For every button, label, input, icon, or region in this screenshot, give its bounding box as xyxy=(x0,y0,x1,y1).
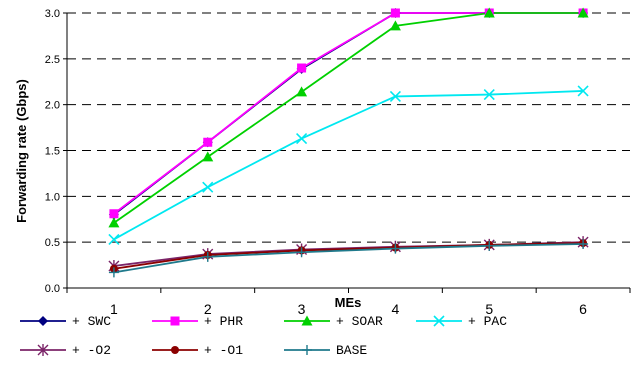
series-line xyxy=(113,242,584,270)
y-tick-label: 0.5 xyxy=(45,237,60,249)
legend-label: + -O2 xyxy=(72,343,111,358)
series-line xyxy=(113,90,584,241)
legend-item: + PAC xyxy=(416,314,507,329)
data-point xyxy=(202,251,213,262)
legend-marker xyxy=(433,315,445,327)
legend-marker xyxy=(171,346,179,354)
legend-marker xyxy=(302,345,312,355)
legend-item: + PHR xyxy=(152,314,243,329)
data-point xyxy=(484,240,495,251)
tick-labels: 0.0 0.5 1.0 1.5 2.0 2.5 3.0 1 2 3 4 5 6 xyxy=(45,8,587,317)
series-markers xyxy=(108,7,589,278)
legend-marker xyxy=(170,316,180,326)
data-point xyxy=(296,247,307,258)
x-tick-label: 5 xyxy=(485,301,493,317)
legend-item: + -O1 xyxy=(152,343,243,358)
data-point xyxy=(108,233,120,245)
series-line xyxy=(113,12,584,224)
y-tick-label: 3.0 xyxy=(45,8,60,20)
legend-label: + SWC xyxy=(72,314,111,329)
data-point xyxy=(577,7,589,18)
x-tick-label: 2 xyxy=(204,301,212,317)
y-tick-label: 0.0 xyxy=(45,283,60,295)
data-point xyxy=(389,20,401,31)
legend-item: + -O2 xyxy=(20,343,111,358)
x-tick-label: 1 xyxy=(110,301,118,317)
data-point xyxy=(203,137,213,147)
y-tick-label: 1.5 xyxy=(45,146,60,158)
grid-lines xyxy=(67,12,630,243)
legend-label: BASE xyxy=(336,343,367,358)
series-line xyxy=(113,12,584,216)
y-tick-label: 2.5 xyxy=(45,54,60,66)
legend-label: + PAC xyxy=(468,314,507,329)
data-point xyxy=(483,89,495,101)
data-point xyxy=(202,181,214,193)
legend-marker xyxy=(301,315,313,326)
axes xyxy=(63,12,631,293)
x-axis-label: MEs xyxy=(335,295,362,310)
x-tick-label: 3 xyxy=(298,301,306,317)
data-point xyxy=(296,133,308,145)
data-point xyxy=(389,90,401,102)
legend: + SWC + PHR + SOAR + PAC + -O2 + -O1 BASE xyxy=(20,314,507,358)
data-point xyxy=(108,217,120,228)
legend-item: BASE xyxy=(284,343,367,358)
data-point xyxy=(296,86,308,97)
legend-item: + SWC xyxy=(20,314,111,329)
y-axis-label: Forwarding rate (Gbps) xyxy=(14,79,29,223)
data-point xyxy=(578,239,589,249)
legend-label: + -O1 xyxy=(204,343,243,358)
data-point xyxy=(108,267,119,278)
data-point xyxy=(577,85,589,97)
x-tick-label: 6 xyxy=(579,301,587,317)
series-line xyxy=(113,243,584,274)
y-tick-label: 2.0 xyxy=(45,100,60,112)
data-point xyxy=(297,63,307,73)
y-tick-label: 1.0 xyxy=(45,191,60,203)
data-point xyxy=(390,8,400,18)
legend-marker xyxy=(38,316,48,326)
data-point xyxy=(390,243,401,254)
legend-label: + SOAR xyxy=(336,314,383,329)
series-lines xyxy=(113,12,584,274)
data-point xyxy=(483,7,495,18)
x-tick-label: 4 xyxy=(392,301,400,317)
series-line xyxy=(113,12,584,215)
legend-item: + SOAR xyxy=(284,314,383,329)
legend-marker xyxy=(37,344,49,356)
legend-label: + PHR xyxy=(204,314,243,329)
data-point xyxy=(202,151,214,162)
data-point xyxy=(109,209,119,219)
